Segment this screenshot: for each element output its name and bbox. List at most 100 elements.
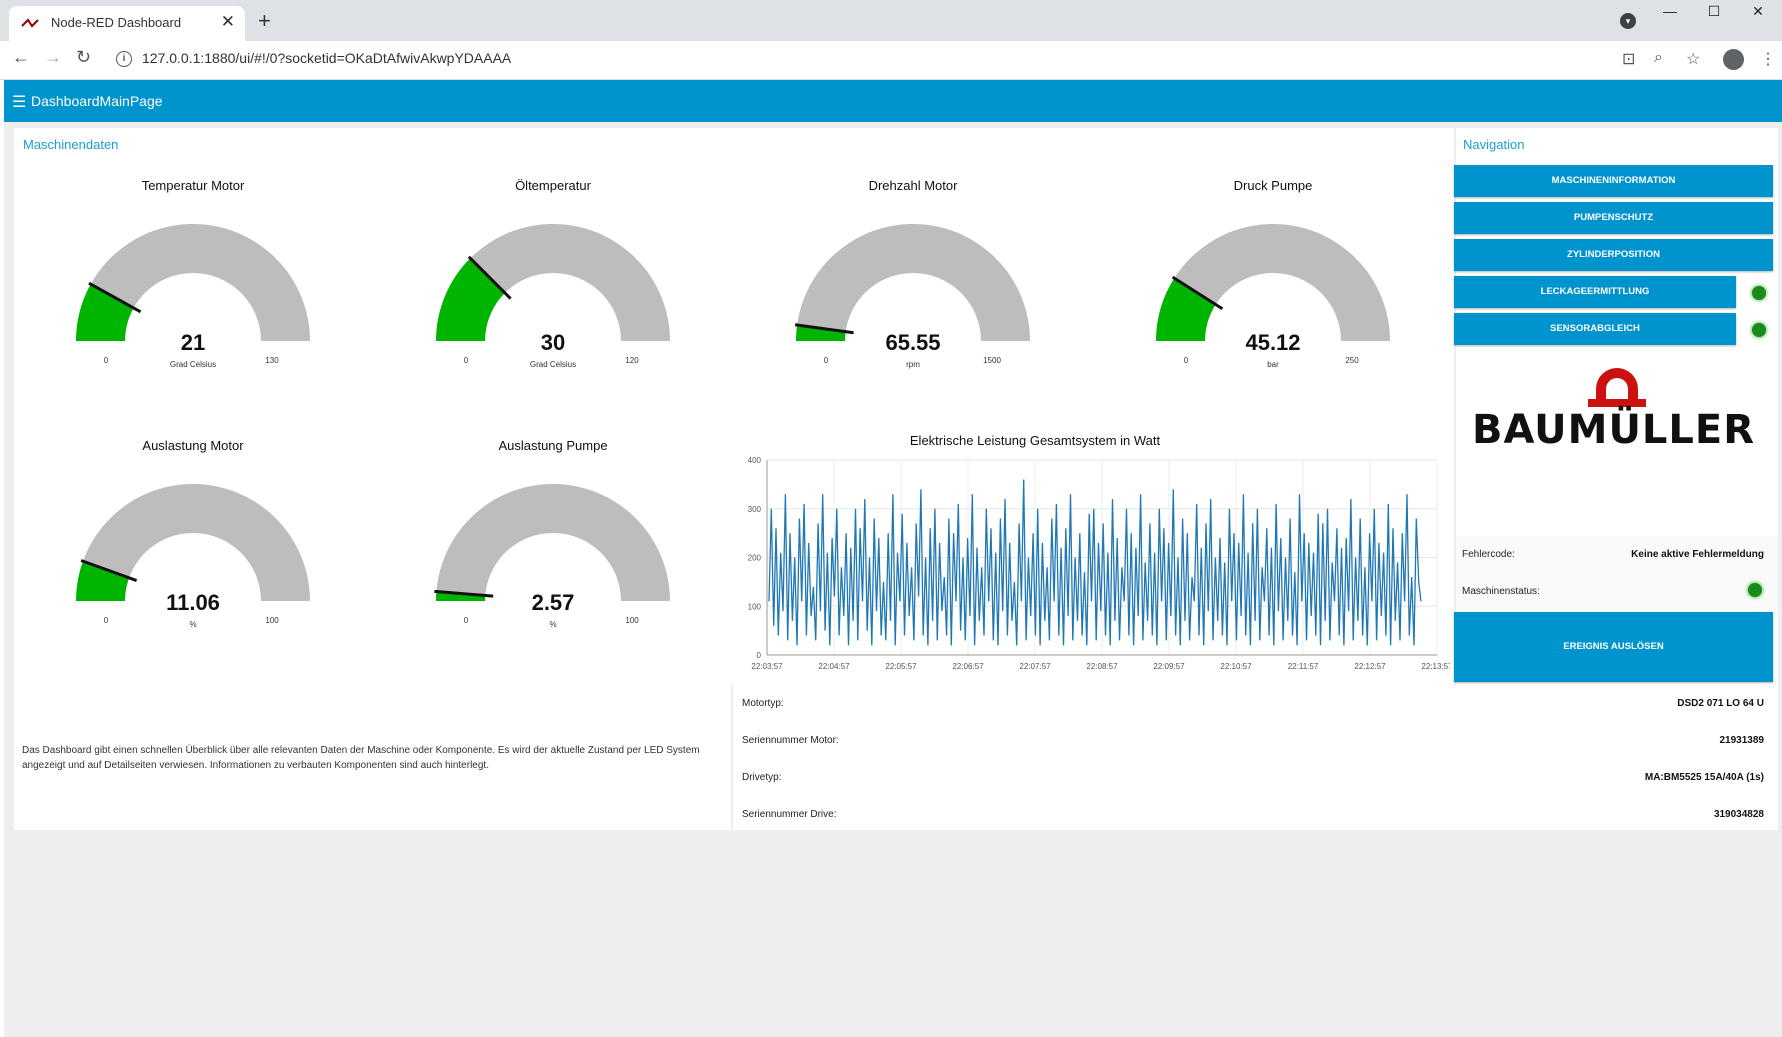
machine-status-led bbox=[1748, 583, 1762, 597]
gauge-unit: rpm bbox=[906, 360, 920, 369]
x-tick-label: 22:08:57 bbox=[1086, 662, 1118, 671]
baumueller-logo: BAUMÜLLER bbox=[1454, 355, 1773, 465]
gauge-track bbox=[76, 484, 310, 601]
gauge-needle bbox=[794, 323, 854, 335]
y-tick-label: 400 bbox=[748, 456, 762, 465]
gauge-max-label: 130 bbox=[265, 356, 279, 365]
y-tick-label: 0 bbox=[757, 651, 762, 660]
chart-title: Elektrische Leistung Gesamtsystem in Wat… bbox=[909, 433, 1161, 448]
gauge-min-label: 0 bbox=[103, 616, 109, 625]
maschinenstatus-label: Maschinenstatus: bbox=[1462, 586, 1540, 597]
translate-icon[interactable]: ⊡ bbox=[1622, 51, 1636, 68]
gauge-track bbox=[1156, 224, 1390, 341]
x-tick-label: 22:03:57 bbox=[751, 662, 783, 671]
machine-group-title: Maschinendaten bbox=[23, 137, 119, 152]
site-info-icon[interactable]: i bbox=[116, 51, 132, 67]
description-card bbox=[14, 684, 731, 830]
maximize-button[interactable]: ☐ bbox=[1707, 3, 1721, 19]
tab-search-icon[interactable]: ▾ bbox=[1620, 13, 1636, 29]
gauge-value: 45.12 bbox=[1245, 330, 1301, 355]
gauge-title: Drehzahl Motor bbox=[868, 178, 958, 193]
x-tick-label: 22:09:57 bbox=[1153, 662, 1185, 671]
gauge-needle bbox=[88, 281, 142, 314]
back-arrow-icon[interactable]: ← bbox=[12, 47, 30, 67]
x-tick-label: 22:05:57 bbox=[885, 662, 917, 671]
bookmark-star-icon[interactable]: ☆ bbox=[1686, 51, 1701, 68]
gauge-value: 2.57 bbox=[531, 590, 575, 615]
browser-tab[interactable]: Node-RED Dashboard ✕ bbox=[9, 6, 245, 41]
browser-tab-strip: Node-RED Dashboard ✕ + ▾ — ☐ ✕ bbox=[0, 0, 1782, 41]
y-tick-label: 100 bbox=[748, 602, 762, 611]
gauge: Druck Pumpe 45.12 bar 0 250 bbox=[1153, 178, 1393, 388]
nav-button-pumpenschutz[interactable]: PUMPENSCHUTZ bbox=[1454, 202, 1773, 234]
gauge-dial bbox=[434, 484, 670, 601]
gauge-dial bbox=[76, 484, 310, 601]
forward-arrow-icon[interactable]: → bbox=[44, 47, 62, 67]
minimize-button[interactable]: — bbox=[1663, 3, 1677, 19]
gauge-needle bbox=[80, 559, 138, 582]
gauge-title: Öltemperatur bbox=[515, 178, 591, 193]
tab-title: Node-RED Dashboard bbox=[51, 15, 182, 30]
gauge-value: 65.55 bbox=[885, 330, 941, 355]
component-label: Seriennummer Drive: bbox=[742, 809, 837, 820]
power-series-line bbox=[768, 479, 1422, 646]
gauge-track bbox=[796, 224, 1030, 341]
gauge: Drehzahl Motor 65.55 rpm 0 1500 bbox=[793, 178, 1033, 388]
gauge-needle bbox=[467, 255, 512, 300]
gauge-max-label: 120 bbox=[625, 356, 639, 365]
nav-button-zylinderposition[interactable]: ZYLINDERPOSITION bbox=[1454, 239, 1773, 271]
gauge-needle bbox=[1171, 275, 1224, 311]
dashboard-header: ☰ DashboardMainPage bbox=[4, 80, 1782, 122]
browser-menu-icon[interactable]: ⋮ bbox=[1760, 51, 1776, 68]
component-label: Motortyp: bbox=[742, 698, 784, 709]
nav-button-sensorabgleich[interactable]: SENSORABGLEICH bbox=[1454, 313, 1736, 345]
x-tick-label: 22:04:57 bbox=[818, 662, 850, 671]
gauge-max-label: 100 bbox=[265, 616, 279, 625]
x-tick-label: 22:12:57 bbox=[1354, 662, 1386, 671]
gauge-min-label: 0 bbox=[1183, 356, 1189, 365]
nav-button-leckageermittlung[interactable]: LECKAGEERMITTLUNG bbox=[1454, 276, 1736, 308]
gauge-value: 21 bbox=[180, 330, 206, 355]
tab-close-icon[interactable]: ✕ bbox=[220, 12, 235, 31]
gauge-fill bbox=[436, 258, 505, 341]
gauge-track bbox=[436, 224, 670, 341]
trigger-event-button[interactable]: EREIGNIS AUSLÖSEN bbox=[1454, 612, 1773, 682]
page-title: DashboardMainPage bbox=[31, 93, 163, 109]
gauge: Auslastung Pumpe 2.57% 0 100 bbox=[433, 438, 673, 648]
component-value: 21931389 bbox=[1719, 735, 1765, 746]
gauge-unit: Grad Celsius bbox=[169, 360, 217, 369]
y-tick-label: 300 bbox=[748, 505, 762, 514]
close-window-button[interactable]: ✕ bbox=[1752, 3, 1764, 19]
gauge-track bbox=[76, 224, 310, 341]
gauge-title: Druck Pumpe bbox=[1233, 178, 1313, 193]
sensor-status-led bbox=[1752, 323, 1766, 337]
gauge-unit: Grad Celsius bbox=[529, 360, 577, 369]
new-tab-button[interactable]: + bbox=[258, 8, 271, 33]
nav-button-maschineninformation[interactable]: MASCHINENINFORMATION bbox=[1454, 165, 1773, 197]
component-label: Drivetyp: bbox=[742, 772, 782, 783]
x-tick-label: 22:07:57 bbox=[1019, 662, 1051, 671]
dashboard-description: Das Dashboard gibt einen schnellen Überb… bbox=[22, 745, 700, 771]
x-tick-label: 22:06:57 bbox=[952, 662, 984, 671]
gauge-min-label: 0 bbox=[823, 356, 829, 365]
gauge-value: 30 bbox=[540, 330, 566, 355]
component-value: DSD2 071 LO 64 U bbox=[1677, 698, 1764, 709]
zoom-icon[interactable]: ⌕ bbox=[1654, 49, 1663, 66]
gauge-unit: % bbox=[549, 620, 557, 629]
reload-icon[interactable]: ↻ bbox=[76, 47, 92, 67]
gauge-dial bbox=[794, 224, 1030, 341]
profile-avatar-icon[interactable] bbox=[1723, 49, 1744, 70]
gauge-dial bbox=[76, 224, 310, 341]
gauge-fill bbox=[1156, 278, 1216, 341]
gauge-fill bbox=[76, 561, 130, 601]
component-value: 319034828 bbox=[1713, 809, 1764, 820]
gauge-max-label: 100 bbox=[625, 616, 639, 625]
gauge-max-label: 1500 bbox=[983, 356, 1001, 365]
baumueller-logo-text: BAUMÜLLER bbox=[1471, 407, 1756, 453]
fehlercode-label: Fehlercode: bbox=[1462, 549, 1515, 560]
leckage-status-led bbox=[1752, 286, 1766, 300]
gauge-unit: bar bbox=[1267, 360, 1279, 369]
component-value: MA:BM5525 15A/40A (1s) bbox=[1644, 772, 1764, 783]
address-bar[interactable]: 127.0.0.1:1880/ui/#!/0?socketid=OKaDtAfw… bbox=[142, 50, 512, 66]
menu-hamburger-icon[interactable]: ☰ bbox=[12, 94, 27, 111]
